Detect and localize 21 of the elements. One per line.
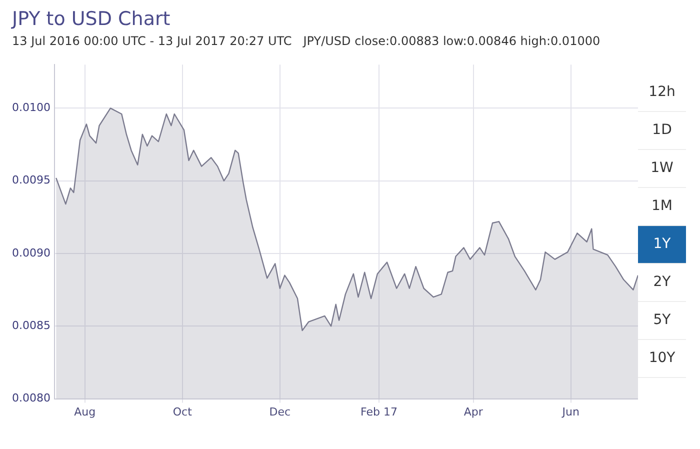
- x-tick-label: Feb 17: [360, 405, 398, 418]
- chart-title: JPY to USD Chart: [12, 8, 172, 30]
- x-tick-label: Apr: [464, 405, 484, 418]
- y-tick-label: 0.0090: [12, 246, 50, 260]
- text: 10Y: [638, 340, 686, 378]
- x-tick-label: Aug: [74, 405, 96, 418]
- text: 2Y: [638, 264, 686, 302]
- y-tick-label: 0.0080: [12, 392, 50, 405]
- y-tick-label: 0.0085: [12, 319, 50, 332]
- text: 1Y: [638, 226, 686, 264]
- text: 1W: [638, 150, 686, 188]
- text: 5Y: [638, 302, 686, 340]
- x-tick-label: Jun: [561, 405, 580, 418]
- x-tick-label: Oct: [172, 405, 193, 418]
- x-tick-label: Dec: [269, 405, 291, 418]
- text: 1D: [638, 112, 686, 150]
- text: 12h: [638, 74, 686, 112]
- chart-subtitle: 13 Jul 2016 00:00 UTC - 13 Jul 2017 20:27 UTC JPY/USD close:0.00883 low:0.00846 high:0.01000: [12, 34, 602, 48]
- y-tick-label: 0.0095: [12, 174, 50, 187]
- y-tick-label: 0.0100: [12, 101, 50, 114]
- text: 1M: [638, 188, 686, 226]
